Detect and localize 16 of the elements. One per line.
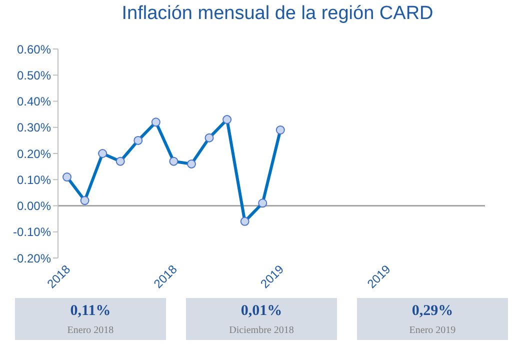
text: Enero 2019 xyxy=(408,325,457,336)
chart-title: Inflación mensual de la región CARD xyxy=(120,3,434,25)
text: Enero 2018 xyxy=(66,325,115,336)
text: 0,29% xyxy=(410,303,454,320)
y-tick-label: -0.20% xyxy=(12,251,52,266)
text: Diciembre 2018 xyxy=(228,325,295,336)
y-tick-label: 0.60% xyxy=(16,42,52,56)
y-tick-label: 0.20% xyxy=(16,146,52,161)
text: 0,01% xyxy=(240,303,284,320)
y-tick-label: 0.40% xyxy=(16,94,52,109)
y-tick-label: 0.30% xyxy=(16,120,52,135)
y-tick-label: 0.50% xyxy=(16,68,52,82)
text: 0,11% xyxy=(69,303,112,320)
y-tick-label: 0.00% xyxy=(16,199,52,214)
y-tick-label: -0.10% xyxy=(12,225,52,240)
y-tick-label: 0.10% xyxy=(16,172,52,187)
